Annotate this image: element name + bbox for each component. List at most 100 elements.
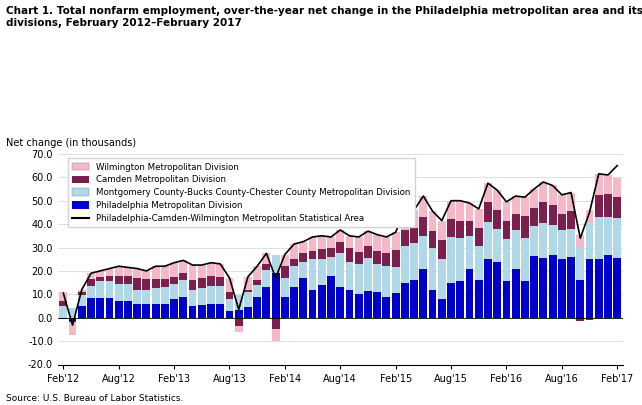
- Bar: [503, 239, 510, 281]
- Bar: [586, 223, 593, 259]
- Bar: [456, 201, 464, 221]
- Bar: [207, 304, 215, 318]
- Bar: [567, 192, 575, 211]
- Bar: [152, 304, 160, 318]
- Bar: [429, 247, 437, 290]
- Bar: [383, 254, 390, 266]
- Bar: [613, 179, 621, 197]
- Bar: [484, 222, 492, 259]
- Bar: [69, 322, 76, 335]
- Bar: [521, 238, 529, 281]
- Text: divisions, February 2012–February 2017: divisions, February 2012–February 2017: [6, 18, 242, 28]
- Bar: [244, 292, 252, 307]
- Bar: [355, 252, 363, 264]
- Bar: [272, 318, 279, 329]
- Bar: [419, 196, 428, 217]
- Bar: [69, 320, 76, 322]
- Bar: [78, 306, 85, 318]
- Bar: [410, 210, 418, 228]
- Bar: [309, 251, 317, 259]
- Bar: [577, 247, 584, 280]
- Bar: [604, 175, 612, 194]
- Text: Net change (in thousands): Net change (in thousands): [6, 138, 137, 148]
- Bar: [539, 202, 547, 223]
- Bar: [512, 269, 519, 318]
- Bar: [336, 287, 344, 318]
- Bar: [530, 208, 538, 226]
- Bar: [475, 228, 483, 246]
- Bar: [253, 280, 261, 285]
- Bar: [244, 290, 252, 292]
- Bar: [438, 221, 446, 241]
- Bar: [134, 269, 141, 278]
- Bar: [216, 264, 224, 277]
- Bar: [373, 251, 381, 264]
- Bar: [124, 301, 132, 318]
- Bar: [60, 306, 67, 318]
- Bar: [373, 292, 381, 318]
- Bar: [198, 265, 205, 278]
- Bar: [558, 213, 566, 230]
- Bar: [235, 296, 243, 309]
- Bar: [179, 280, 187, 296]
- Bar: [364, 291, 372, 318]
- Bar: [143, 271, 150, 279]
- Bar: [577, 318, 584, 321]
- Bar: [96, 281, 104, 298]
- Bar: [456, 281, 464, 318]
- Bar: [567, 229, 575, 257]
- Bar: [87, 286, 95, 298]
- Bar: [134, 278, 141, 290]
- Bar: [244, 307, 252, 318]
- Bar: [272, 254, 279, 273]
- Bar: [152, 288, 160, 304]
- Bar: [170, 263, 178, 277]
- Bar: [115, 275, 123, 284]
- Bar: [105, 298, 114, 318]
- Bar: [87, 279, 95, 286]
- Bar: [225, 278, 234, 292]
- Bar: [383, 266, 390, 296]
- Bar: [383, 296, 390, 318]
- Bar: [429, 290, 437, 318]
- Bar: [512, 230, 519, 269]
- Bar: [539, 258, 547, 318]
- Bar: [198, 278, 205, 288]
- Bar: [318, 249, 325, 259]
- Bar: [134, 290, 141, 304]
- Bar: [299, 262, 308, 278]
- Bar: [447, 283, 455, 318]
- Bar: [373, 264, 381, 292]
- Bar: [60, 301, 67, 306]
- Bar: [161, 304, 169, 318]
- Bar: [309, 237, 317, 251]
- Legend: Wilmington Metropolitan Division, Camden Metropolitan Division, Montgomery Count: Wilmington Metropolitan Division, Camden…: [68, 158, 415, 227]
- Bar: [216, 277, 224, 286]
- Bar: [336, 242, 344, 254]
- Bar: [179, 296, 187, 318]
- Bar: [530, 256, 538, 318]
- Bar: [345, 262, 353, 290]
- Bar: [161, 266, 169, 279]
- Bar: [69, 308, 76, 318]
- Bar: [613, 218, 621, 258]
- Bar: [143, 279, 150, 290]
- Bar: [96, 271, 104, 277]
- Bar: [78, 290, 85, 292]
- Bar: [281, 254, 289, 266]
- Bar: [364, 258, 372, 291]
- Bar: [521, 197, 529, 216]
- Bar: [189, 265, 196, 280]
- Bar: [401, 210, 409, 230]
- Bar: [87, 273, 95, 279]
- Bar: [272, 329, 279, 341]
- Bar: [105, 281, 114, 298]
- Bar: [124, 284, 132, 301]
- Bar: [392, 293, 399, 318]
- Bar: [475, 246, 483, 280]
- Bar: [244, 277, 252, 290]
- Bar: [419, 236, 428, 269]
- Bar: [235, 309, 243, 318]
- Bar: [198, 305, 205, 318]
- Bar: [465, 203, 473, 221]
